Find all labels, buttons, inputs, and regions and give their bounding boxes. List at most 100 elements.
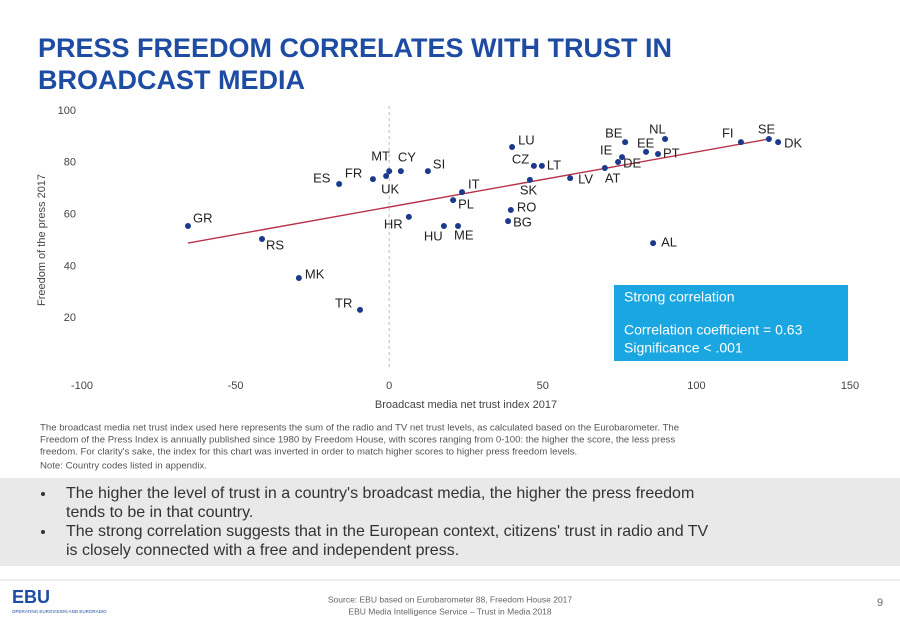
point <box>622 139 629 146</box>
point <box>765 135 772 142</box>
point <box>601 164 608 171</box>
point-label: SI <box>433 157 445 172</box>
x-tick-label: 50 <box>537 380 549 392</box>
point <box>397 168 404 175</box>
point <box>615 159 622 166</box>
point-label: RO <box>517 199 537 214</box>
point <box>505 218 512 225</box>
x-tick-label: 100 <box>687 380 705 392</box>
point-label: PT <box>663 145 680 160</box>
point-label: MK <box>305 266 325 281</box>
point <box>450 197 457 204</box>
y-tick-label: 100 <box>58 105 76 117</box>
point-label: UK <box>381 181 399 196</box>
point <box>737 139 744 146</box>
point <box>650 240 657 247</box>
x-tick-label: 150 <box>841 380 859 392</box>
source: EBU Media Intelligence Service – Trust i… <box>348 606 551 616</box>
point-label: CY <box>398 150 416 165</box>
y-axis-label: Freedom of the press 2017 <box>36 174 48 306</box>
y-tick-label: 20 <box>64 312 76 324</box>
footnote: Freedom of the Press Index is annually p… <box>40 435 675 446</box>
point <box>775 139 782 146</box>
page-number: 9 <box>877 597 883 609</box>
point-label: PL <box>458 197 474 212</box>
point-label: HR <box>384 216 403 231</box>
point-label: MT <box>371 149 390 164</box>
x-tick-label: 0 <box>386 380 392 392</box>
bullet-dot <box>41 530 45 534</box>
point <box>383 173 390 180</box>
title-line: PRESS FREEDOM CORRELATES WITH TRUST IN <box>38 33 672 63</box>
point-label: IE <box>600 143 613 158</box>
point <box>662 135 669 142</box>
point <box>509 144 516 151</box>
bullet-band <box>0 478 900 566</box>
point <box>440 222 447 229</box>
x-tick-label: -100 <box>71 380 93 392</box>
bullet-dot <box>41 492 45 496</box>
y-tick-label: 80 <box>64 157 76 169</box>
y-tick-label: 60 <box>64 209 76 221</box>
bullet-text: The strong correlation suggests that in … <box>66 523 709 540</box>
point <box>424 168 431 175</box>
point-label: FR <box>345 166 362 181</box>
annotation-text: Strong correlation <box>624 289 735 305</box>
y-tick-label: 40 <box>64 260 76 272</box>
footnote: The broadcast media net trust index used… <box>40 423 679 434</box>
point-label: BG <box>513 215 532 230</box>
x-axis-label: Broadcast media net trust index 2017 <box>375 399 557 411</box>
point-label: HU <box>424 228 443 243</box>
point <box>567 175 574 182</box>
point-label: RS <box>266 237 284 252</box>
annotation-text: Correlation coefficient = 0.63 <box>624 322 803 338</box>
x-tick-label: -50 <box>228 380 244 392</box>
point-label: FI <box>722 126 734 141</box>
point-label: CZ <box>512 151 529 166</box>
point <box>405 213 412 220</box>
footnote: freedom. For clarity's sake, the index f… <box>40 447 577 458</box>
point-label: IT <box>468 177 480 192</box>
point <box>455 222 462 229</box>
point-label: ES <box>313 170 331 185</box>
point <box>369 176 376 183</box>
logo: EBU <box>12 587 50 607</box>
footnote: Note: Country codes listed in appendix. <box>40 461 207 472</box>
point-label: AT <box>605 170 621 185</box>
point-label: TR <box>335 295 352 310</box>
point-label: NL <box>649 121 666 136</box>
point-label: EE <box>637 135 655 150</box>
title-line: BROADCAST MEDIA <box>38 65 305 95</box>
point-label: GR <box>193 210 213 225</box>
bullet-text: The higher the level of trust in a count… <box>66 485 694 502</box>
point <box>295 275 302 282</box>
point-label: SE <box>758 121 776 136</box>
point <box>507 206 514 213</box>
trendline <box>187 138 770 244</box>
point-label: DK <box>784 136 802 151</box>
point-label: BE <box>605 126 623 141</box>
point <box>386 168 393 175</box>
point <box>643 148 650 155</box>
point-label: SK <box>520 182 538 197</box>
point-label: AL <box>661 235 677 250</box>
logo-tagline: OPERATING EUROVISION AND EURORADIO <box>12 609 107 614</box>
annotation-box <box>614 285 848 361</box>
annotation-text: Significance < .001 <box>624 340 743 356</box>
point <box>526 176 533 183</box>
point <box>619 154 626 161</box>
point <box>655 150 661 157</box>
point <box>530 162 537 169</box>
bullet-text: is closely connected with a free and ind… <box>66 542 459 559</box>
point <box>184 222 191 229</box>
point <box>336 181 343 188</box>
point <box>459 189 466 196</box>
point-label: ME <box>454 227 474 242</box>
point-label: DE <box>623 155 641 170</box>
bullet-text: tends to be in that country. <box>66 504 253 521</box>
point <box>538 162 545 169</box>
point-label: LV <box>578 172 593 187</box>
point-label: LT <box>547 157 561 172</box>
point <box>259 235 266 242</box>
